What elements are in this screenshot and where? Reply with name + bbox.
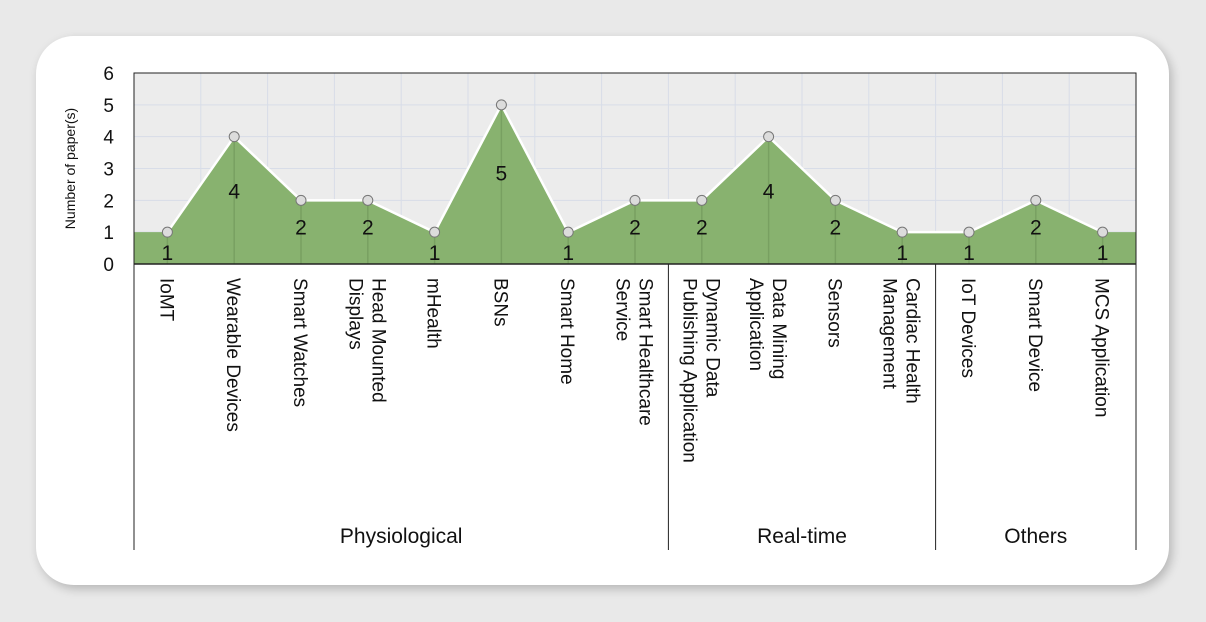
data-label: 1 — [562, 242, 574, 265]
data-label: 2 — [696, 217, 708, 240]
x-category-label-line: Dynamic Data — [701, 278, 722, 398]
y-tick-label: 6 — [103, 64, 114, 85]
group-label: Physiological — [340, 525, 463, 548]
data-point — [963, 226, 975, 238]
y-tick-label: 3 — [103, 160, 114, 181]
group-label: Real-time — [757, 525, 847, 548]
data-point — [629, 194, 641, 206]
x-category-label-line: Smart Device — [1024, 278, 1045, 392]
x-category-label-line: Smart Watches — [289, 278, 310, 407]
y-tick-label: 1 — [103, 223, 114, 244]
data-label: 2 — [1030, 217, 1042, 240]
x-category-label: Wearable Devices — [222, 278, 243, 432]
data-label: 2 — [362, 217, 374, 240]
x-category-label-line: Cardiac Health — [902, 278, 923, 404]
data-point — [295, 194, 307, 206]
data-label: 4 — [763, 180, 775, 203]
x-category-label-line: Service — [612, 278, 633, 341]
x-category-label-line: BSNs — [489, 278, 510, 327]
data-label: 1 — [162, 242, 174, 265]
x-category-label-line: Management — [879, 278, 900, 390]
x-category-label-line: Application — [745, 278, 766, 371]
data-label: 1 — [429, 242, 441, 265]
data-point — [896, 226, 908, 238]
x-category-label-line: MCS Application — [1091, 278, 1112, 417]
x-category-label: BSNs — [489, 278, 510, 327]
group-label: Others — [1004, 525, 1067, 548]
y-tick-label: 2 — [103, 191, 114, 212]
data-point — [228, 131, 240, 143]
data-label: 2 — [295, 217, 307, 240]
x-category-label-line: Head Mounted — [367, 278, 388, 403]
x-category-label: mHealth — [423, 278, 444, 349]
y-tick-label: 0 — [103, 255, 114, 276]
data-label: 5 — [496, 162, 508, 185]
x-category-label: Smart Watches — [289, 278, 310, 407]
data-label: 1 — [896, 242, 908, 265]
data-point — [429, 226, 441, 238]
x-category-label-line: Displays — [344, 278, 365, 350]
x-category-label-line: IoMT — [155, 278, 176, 322]
data-point — [161, 226, 173, 238]
x-category-label: Smart Home — [556, 278, 577, 385]
x-category-label: Smart Device — [1024, 278, 1045, 392]
y-axis-label: Number of paper(s) — [62, 108, 78, 229]
x-category-label: Sensors — [823, 278, 844, 348]
data-label: 1 — [1097, 242, 1109, 265]
data-point — [1097, 226, 1109, 238]
data-point — [1030, 194, 1042, 206]
x-category-label-line: mHealth — [423, 278, 444, 349]
data-label: 1 — [963, 242, 975, 265]
x-category-label-line: Smart Home — [556, 278, 577, 385]
x-category-label-line: Sensors — [823, 278, 844, 348]
data-point — [362, 194, 374, 206]
y-tick-label: 4 — [103, 128, 114, 149]
data-point — [763, 131, 775, 143]
data-point — [495, 99, 507, 111]
x-category-label: MCS Application — [1091, 278, 1112, 417]
data-label: 2 — [629, 217, 641, 240]
x-category-label: IoMT — [155, 278, 176, 322]
area-chart: 1 4 2 2 1 5 1 2 2 4 2 1 1 2 1 0 1 2 3 4 5 6 Number of paper(s)… — [62, 64, 1137, 550]
x-category-label: IoT Devices — [957, 278, 978, 378]
data-label: 4 — [228, 180, 240, 203]
data-point — [829, 194, 841, 206]
x-category-label-line: Wearable Devices — [222, 278, 243, 432]
data-point — [696, 194, 708, 206]
x-category-label-line: Data Mining — [768, 278, 789, 379]
x-category-label-line: Publishing Application — [678, 278, 699, 463]
chart-card: 1 4 2 2 1 5 1 2 2 4 2 1 1 2 1 0 1 2 3 4 5 6 Number of paper(s)… — [36, 36, 1169, 585]
y-tick-label: 5 — [103, 96, 114, 117]
x-category-label-line: IoT Devices — [957, 278, 978, 378]
x-category-label-line: Smart Healthcare — [635, 278, 656, 426]
data-point — [562, 226, 574, 238]
data-label: 2 — [830, 217, 842, 240]
